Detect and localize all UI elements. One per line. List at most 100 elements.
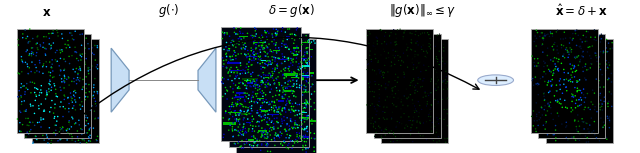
Point (248, 71, 258, 74)
Point (270, 32, 280, 34)
Point (232, 135, 242, 137)
Point (233, 87, 243, 90)
Point (291, 61, 301, 63)
Point (584, 96, 595, 99)
Point (51, 134, 61, 136)
Point (417, 89, 428, 92)
Bar (292, 99, 298, 100)
Point (406, 122, 417, 124)
Point (307, 137, 317, 139)
Point (271, 66, 282, 69)
Point (392, 129, 402, 132)
Point (307, 93, 317, 95)
Point (240, 92, 250, 94)
Point (62, 131, 72, 133)
Point (222, 31, 232, 34)
Point (549, 95, 559, 97)
Point (441, 98, 451, 100)
Point (47, 93, 57, 95)
Point (414, 71, 424, 73)
Point (22, 59, 33, 61)
Point (392, 87, 402, 90)
Point (306, 105, 316, 108)
Point (241, 138, 252, 141)
Point (436, 79, 446, 82)
Point (231, 54, 241, 57)
Point (293, 109, 303, 111)
Point (287, 37, 297, 40)
Point (371, 114, 381, 116)
Point (553, 62, 563, 65)
Point (33, 48, 43, 51)
Point (422, 52, 433, 54)
Point (408, 102, 418, 105)
Point (401, 88, 411, 91)
Point (40, 47, 50, 50)
Point (434, 40, 444, 42)
Point (62, 44, 72, 46)
Bar (306, 135, 310, 136)
Point (238, 82, 248, 85)
Point (84, 91, 95, 93)
Point (74, 55, 84, 57)
Point (60, 77, 70, 80)
Point (58, 80, 68, 83)
Point (388, 90, 398, 92)
Point (534, 111, 544, 114)
Point (294, 41, 305, 44)
Point (277, 97, 287, 99)
Point (49, 55, 60, 58)
Point (256, 53, 266, 55)
Point (430, 88, 440, 90)
Point (410, 92, 420, 94)
Point (374, 122, 384, 124)
Point (232, 33, 243, 35)
Point (579, 54, 589, 57)
Point (381, 67, 391, 70)
Point (573, 99, 584, 101)
Point (406, 82, 416, 84)
Point (237, 72, 248, 75)
Point (413, 106, 424, 108)
Point (31, 66, 41, 69)
Point (406, 88, 417, 91)
Point (64, 122, 74, 125)
Point (564, 74, 575, 77)
Point (295, 82, 305, 84)
Point (440, 138, 450, 140)
Point (269, 79, 279, 82)
Point (569, 137, 579, 140)
Point (269, 144, 280, 147)
Point (554, 39, 564, 42)
Point (27, 58, 37, 60)
Point (385, 90, 395, 93)
Point (408, 140, 418, 143)
Point (84, 129, 94, 132)
Point (275, 42, 285, 45)
Point (567, 45, 577, 47)
Point (232, 74, 243, 77)
Point (543, 116, 553, 119)
Point (600, 77, 610, 79)
Point (545, 80, 556, 82)
Point (387, 100, 397, 103)
Point (31, 58, 42, 61)
Point (251, 82, 261, 84)
Point (552, 72, 562, 75)
Point (43, 125, 53, 128)
Point (411, 110, 421, 112)
Point (80, 131, 90, 134)
Bar (251, 92, 257, 93)
Point (83, 117, 93, 119)
Point (51, 95, 61, 97)
Point (280, 128, 291, 131)
Bar (253, 138, 260, 140)
Point (374, 97, 385, 99)
Point (49, 102, 60, 105)
Point (579, 68, 589, 71)
Point (376, 72, 386, 75)
Point (264, 43, 274, 45)
Point (84, 40, 94, 43)
Point (239, 125, 249, 128)
Point (257, 61, 268, 64)
